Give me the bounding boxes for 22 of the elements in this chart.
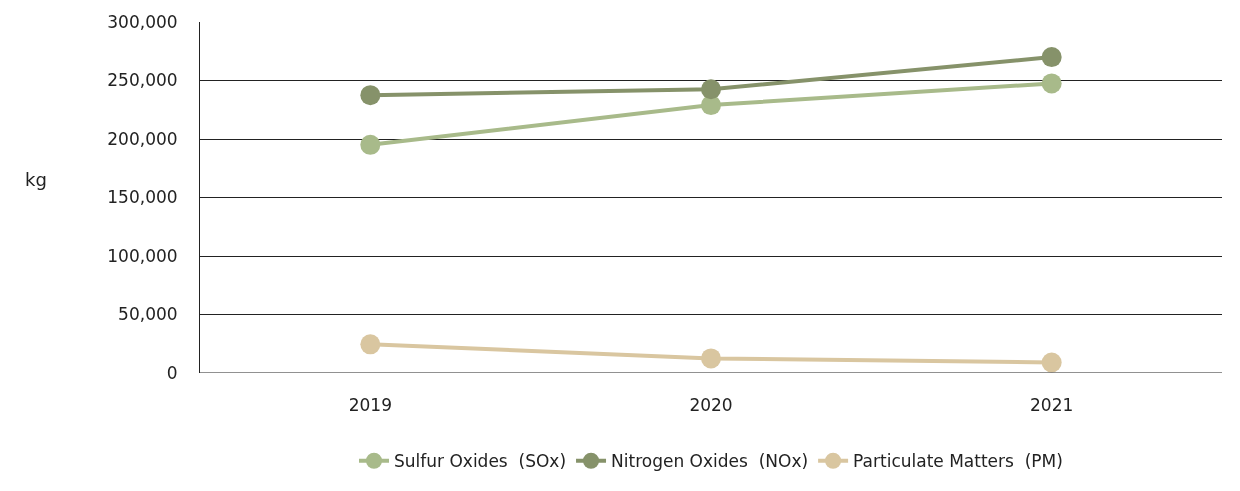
point — [360, 85, 381, 106]
y-tick-label: 300,000 — [107, 11, 178, 32]
x-tick-label: 2019 — [348, 395, 392, 415]
x-tick-label: 2021 — [1030, 395, 1074, 415]
point — [701, 348, 721, 369]
y-tick-label: 50,000 — [118, 304, 178, 325]
y-tick-label: 100,000 — [107, 245, 178, 266]
legend-label: Sulfur Oxides (SOx) — [394, 451, 567, 472]
x-tick-label: 2020 — [689, 395, 733, 415]
legend-label: Particulate Matters (PM) — [853, 451, 1063, 472]
point — [701, 79, 721, 100]
y-tick-label: 0 — [166, 362, 178, 383]
y-tick-label: 150,000 — [107, 187, 178, 208]
y-tick-label: 250,000 — [107, 70, 178, 91]
point — [360, 334, 381, 355]
y-tick-label: 200,000 — [107, 128, 178, 149]
legend-label: Nitrogen Oxides (NOx) — [611, 451, 809, 472]
y-axis-title: kg — [25, 169, 47, 190]
point — [360, 134, 381, 155]
point — [1041, 47, 1062, 68]
point — [1041, 352, 1062, 373]
point — [1041, 73, 1062, 94]
